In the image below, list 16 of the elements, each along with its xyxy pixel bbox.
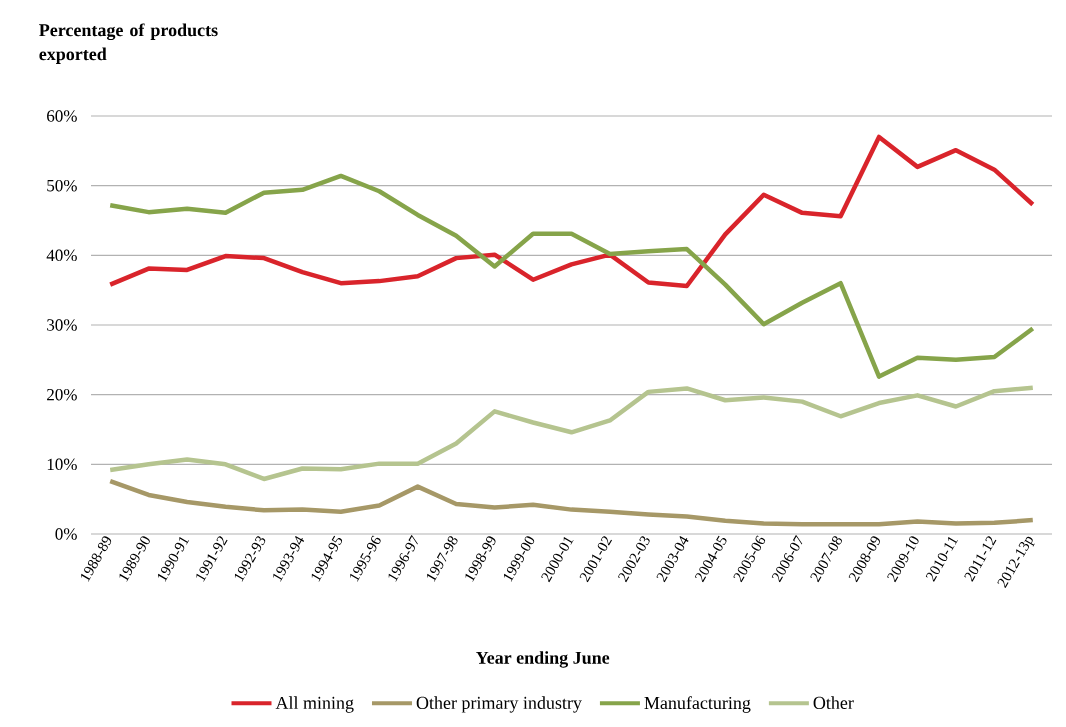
y-tick-label: 60% (47, 110, 77, 122)
legend-label: Manufacturing (644, 696, 751, 713)
x-axis-title: Year ending June (475, 651, 610, 668)
legend-label: All mining (275, 696, 354, 713)
line-series (107, 173, 1036, 379)
legend-label: Other primary industry (416, 696, 582, 713)
y-tick-label: 50% (47, 179, 77, 192)
y-tick-label: 20% (47, 388, 77, 401)
legend-label: Other (813, 696, 854, 709)
line-series (107, 134, 1036, 289)
y-tick-label: 40% (46, 249, 77, 262)
line-series (107, 385, 1036, 482)
y-tick-label: 0% (55, 528, 77, 540)
y-tick-label: 30% (47, 319, 77, 331)
y-tick-label: 10% (47, 458, 77, 471)
y-axis-title: Percentage of products exported (39, 23, 218, 64)
